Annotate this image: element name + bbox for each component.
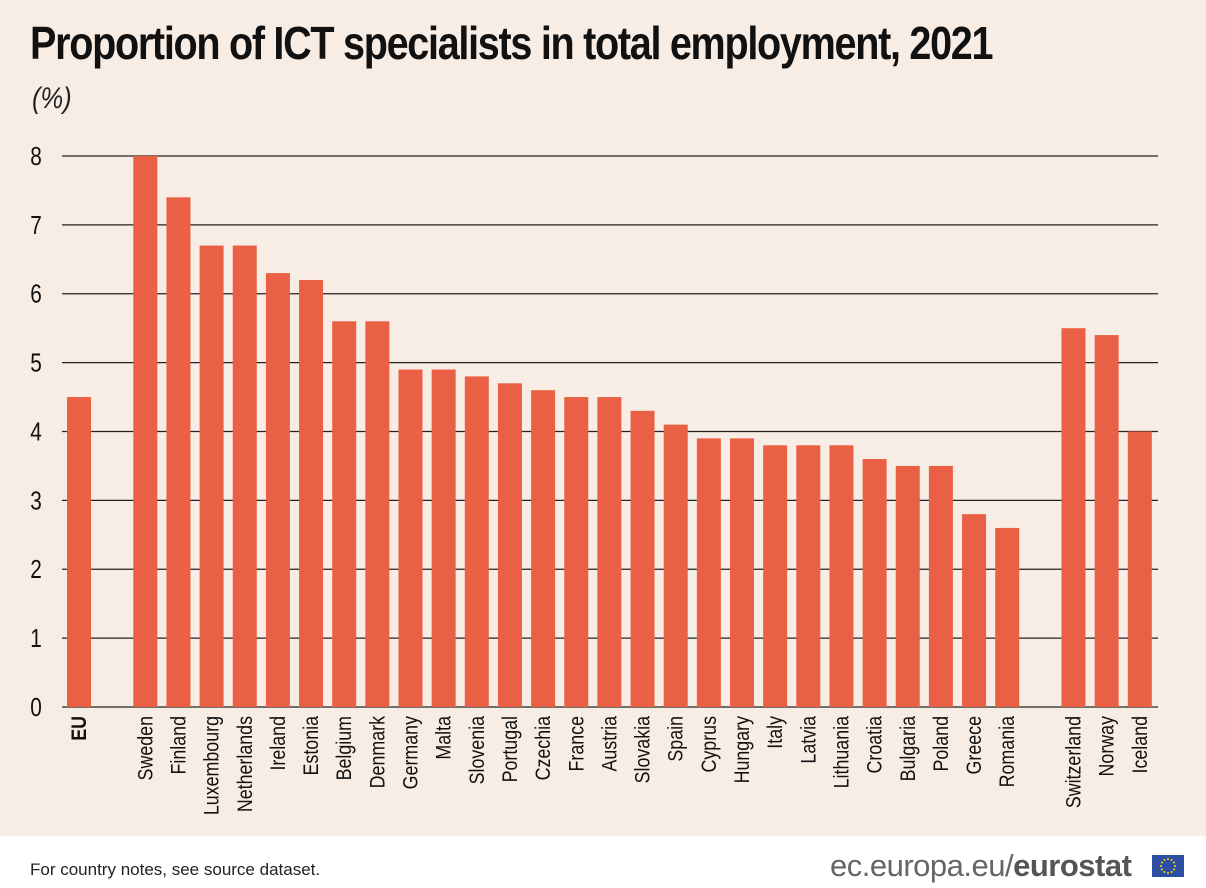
bar-belgium bbox=[332, 321, 357, 707]
x-tick-label: Spain bbox=[664, 716, 688, 762]
flag-star bbox=[1160, 861, 1163, 864]
bar-luxembourg bbox=[199, 245, 224, 707]
x-tick-label: Italy bbox=[764, 716, 788, 749]
y-tick-label: 7 bbox=[30, 211, 42, 240]
chart-title: Proportion of ICT specialists in total e… bbox=[30, 17, 994, 69]
bar-spain bbox=[663, 424, 688, 707]
x-tick-label: Slovenia bbox=[465, 716, 489, 785]
bar-slovenia bbox=[464, 376, 489, 707]
bar-norway bbox=[1094, 335, 1119, 707]
x-tick-label: Bulgaria bbox=[896, 716, 920, 782]
x-tick-label: Czechia bbox=[532, 716, 556, 781]
x-tick-label: Germany bbox=[399, 716, 423, 790]
bar-malta bbox=[431, 369, 456, 707]
x-tick-label: Denmark bbox=[366, 716, 390, 789]
x-tick-label: Switzerland bbox=[1062, 716, 1086, 808]
bar-cyprus bbox=[696, 438, 721, 707]
x-tick-label: Latvia bbox=[797, 716, 821, 764]
bar-greece bbox=[962, 514, 987, 707]
x-tick-label: Finland bbox=[167, 716, 191, 774]
bar-denmark bbox=[365, 321, 390, 707]
y-tick-label: 6 bbox=[30, 280, 42, 309]
x-tick-label: Hungary bbox=[731, 716, 755, 784]
y-tick-label: 2 bbox=[30, 555, 42, 584]
x-tick-label: EU bbox=[68, 716, 92, 741]
flag-star bbox=[1160, 865, 1162, 867]
flag-star bbox=[1170, 871, 1173, 874]
y-tick-label: 5 bbox=[30, 348, 42, 377]
x-tick-label: Slovakia bbox=[631, 716, 655, 784]
bar-croatia bbox=[862, 459, 887, 707]
flag-star bbox=[1167, 858, 1169, 860]
flag-star bbox=[1163, 871, 1166, 874]
y-tick-label: 0 bbox=[30, 693, 42, 722]
flag-star bbox=[1170, 858, 1173, 861]
source-brand: eurostat bbox=[1013, 848, 1132, 883]
bar-poland bbox=[928, 465, 953, 707]
x-tick-label: Iceland bbox=[1128, 716, 1152, 774]
x-tick-label: Romania bbox=[996, 716, 1020, 788]
flag-star bbox=[1160, 868, 1163, 871]
x-tick-label: Norway bbox=[1095, 716, 1119, 777]
bar-romania bbox=[995, 527, 1020, 707]
x-tick-label: Sweden bbox=[134, 716, 158, 780]
bar-hungary bbox=[730, 438, 754, 707]
x-tick-label: Belgium bbox=[333, 716, 357, 780]
x-tick-label: France bbox=[565, 716, 589, 771]
flag-star bbox=[1174, 865, 1176, 867]
bar-eu bbox=[67, 397, 91, 707]
bar-lithuania bbox=[829, 445, 854, 707]
x-tick-label: Luxembourg bbox=[200, 716, 224, 815]
x-tick-label: Austria bbox=[598, 716, 622, 772]
bar-iceland bbox=[1127, 431, 1152, 707]
bar-sweden bbox=[133, 156, 158, 707]
x-tick-label: Cyprus bbox=[698, 716, 722, 773]
flag-star bbox=[1173, 868, 1176, 871]
y-axis-unit: (%) bbox=[32, 82, 72, 115]
bar-austria bbox=[597, 397, 622, 707]
x-tick-label: Greece bbox=[963, 716, 987, 774]
x-tick-label: Ireland bbox=[267, 716, 291, 771]
eu-flag-icon bbox=[1152, 855, 1184, 877]
bar-latvia bbox=[796, 445, 821, 707]
x-tick-label: Malta bbox=[432, 716, 456, 760]
bar-finland bbox=[166, 197, 191, 707]
source-link[interactable]: ec.europa.eu/eurostat bbox=[830, 848, 1132, 884]
bar-switzerland bbox=[1061, 328, 1086, 707]
bar-france bbox=[564, 397, 589, 707]
bar-czechia bbox=[531, 390, 556, 707]
bar-portugal bbox=[497, 383, 522, 707]
flag-star bbox=[1163, 858, 1166, 861]
y-tick-label: 1 bbox=[30, 624, 42, 653]
x-tick-label: Netherlands bbox=[233, 716, 257, 812]
bar-slovakia bbox=[630, 410, 655, 707]
bar-bulgaria bbox=[895, 465, 920, 707]
flag-star bbox=[1173, 861, 1176, 864]
x-tick-label: Estonia bbox=[300, 716, 324, 776]
bar-estonia bbox=[299, 279, 324, 707]
flag-star bbox=[1167, 872, 1169, 874]
bar-ireland bbox=[265, 273, 290, 707]
x-tick-label: Portugal bbox=[499, 716, 523, 782]
x-tick-label: Croatia bbox=[863, 716, 887, 774]
bar-netherlands bbox=[232, 245, 257, 707]
source-prefix: ec.europa.eu/ bbox=[830, 848, 1014, 883]
x-tick-label: Lithuania bbox=[830, 716, 854, 789]
y-tick-label: 8 bbox=[30, 142, 42, 171]
bar-italy bbox=[763, 445, 788, 707]
y-tick-label: 4 bbox=[30, 417, 42, 446]
bar-chart: 0 1 2 3 4 5 6 7 8 EU Sweden Finland Luxembourg Nether… bbox=[30, 142, 1158, 815]
footnote: For country notes, see source dataset. bbox=[30, 860, 321, 879]
x-tick-label: Poland bbox=[930, 716, 954, 772]
y-tick-label: 3 bbox=[30, 486, 42, 515]
bar-germany bbox=[398, 369, 423, 707]
